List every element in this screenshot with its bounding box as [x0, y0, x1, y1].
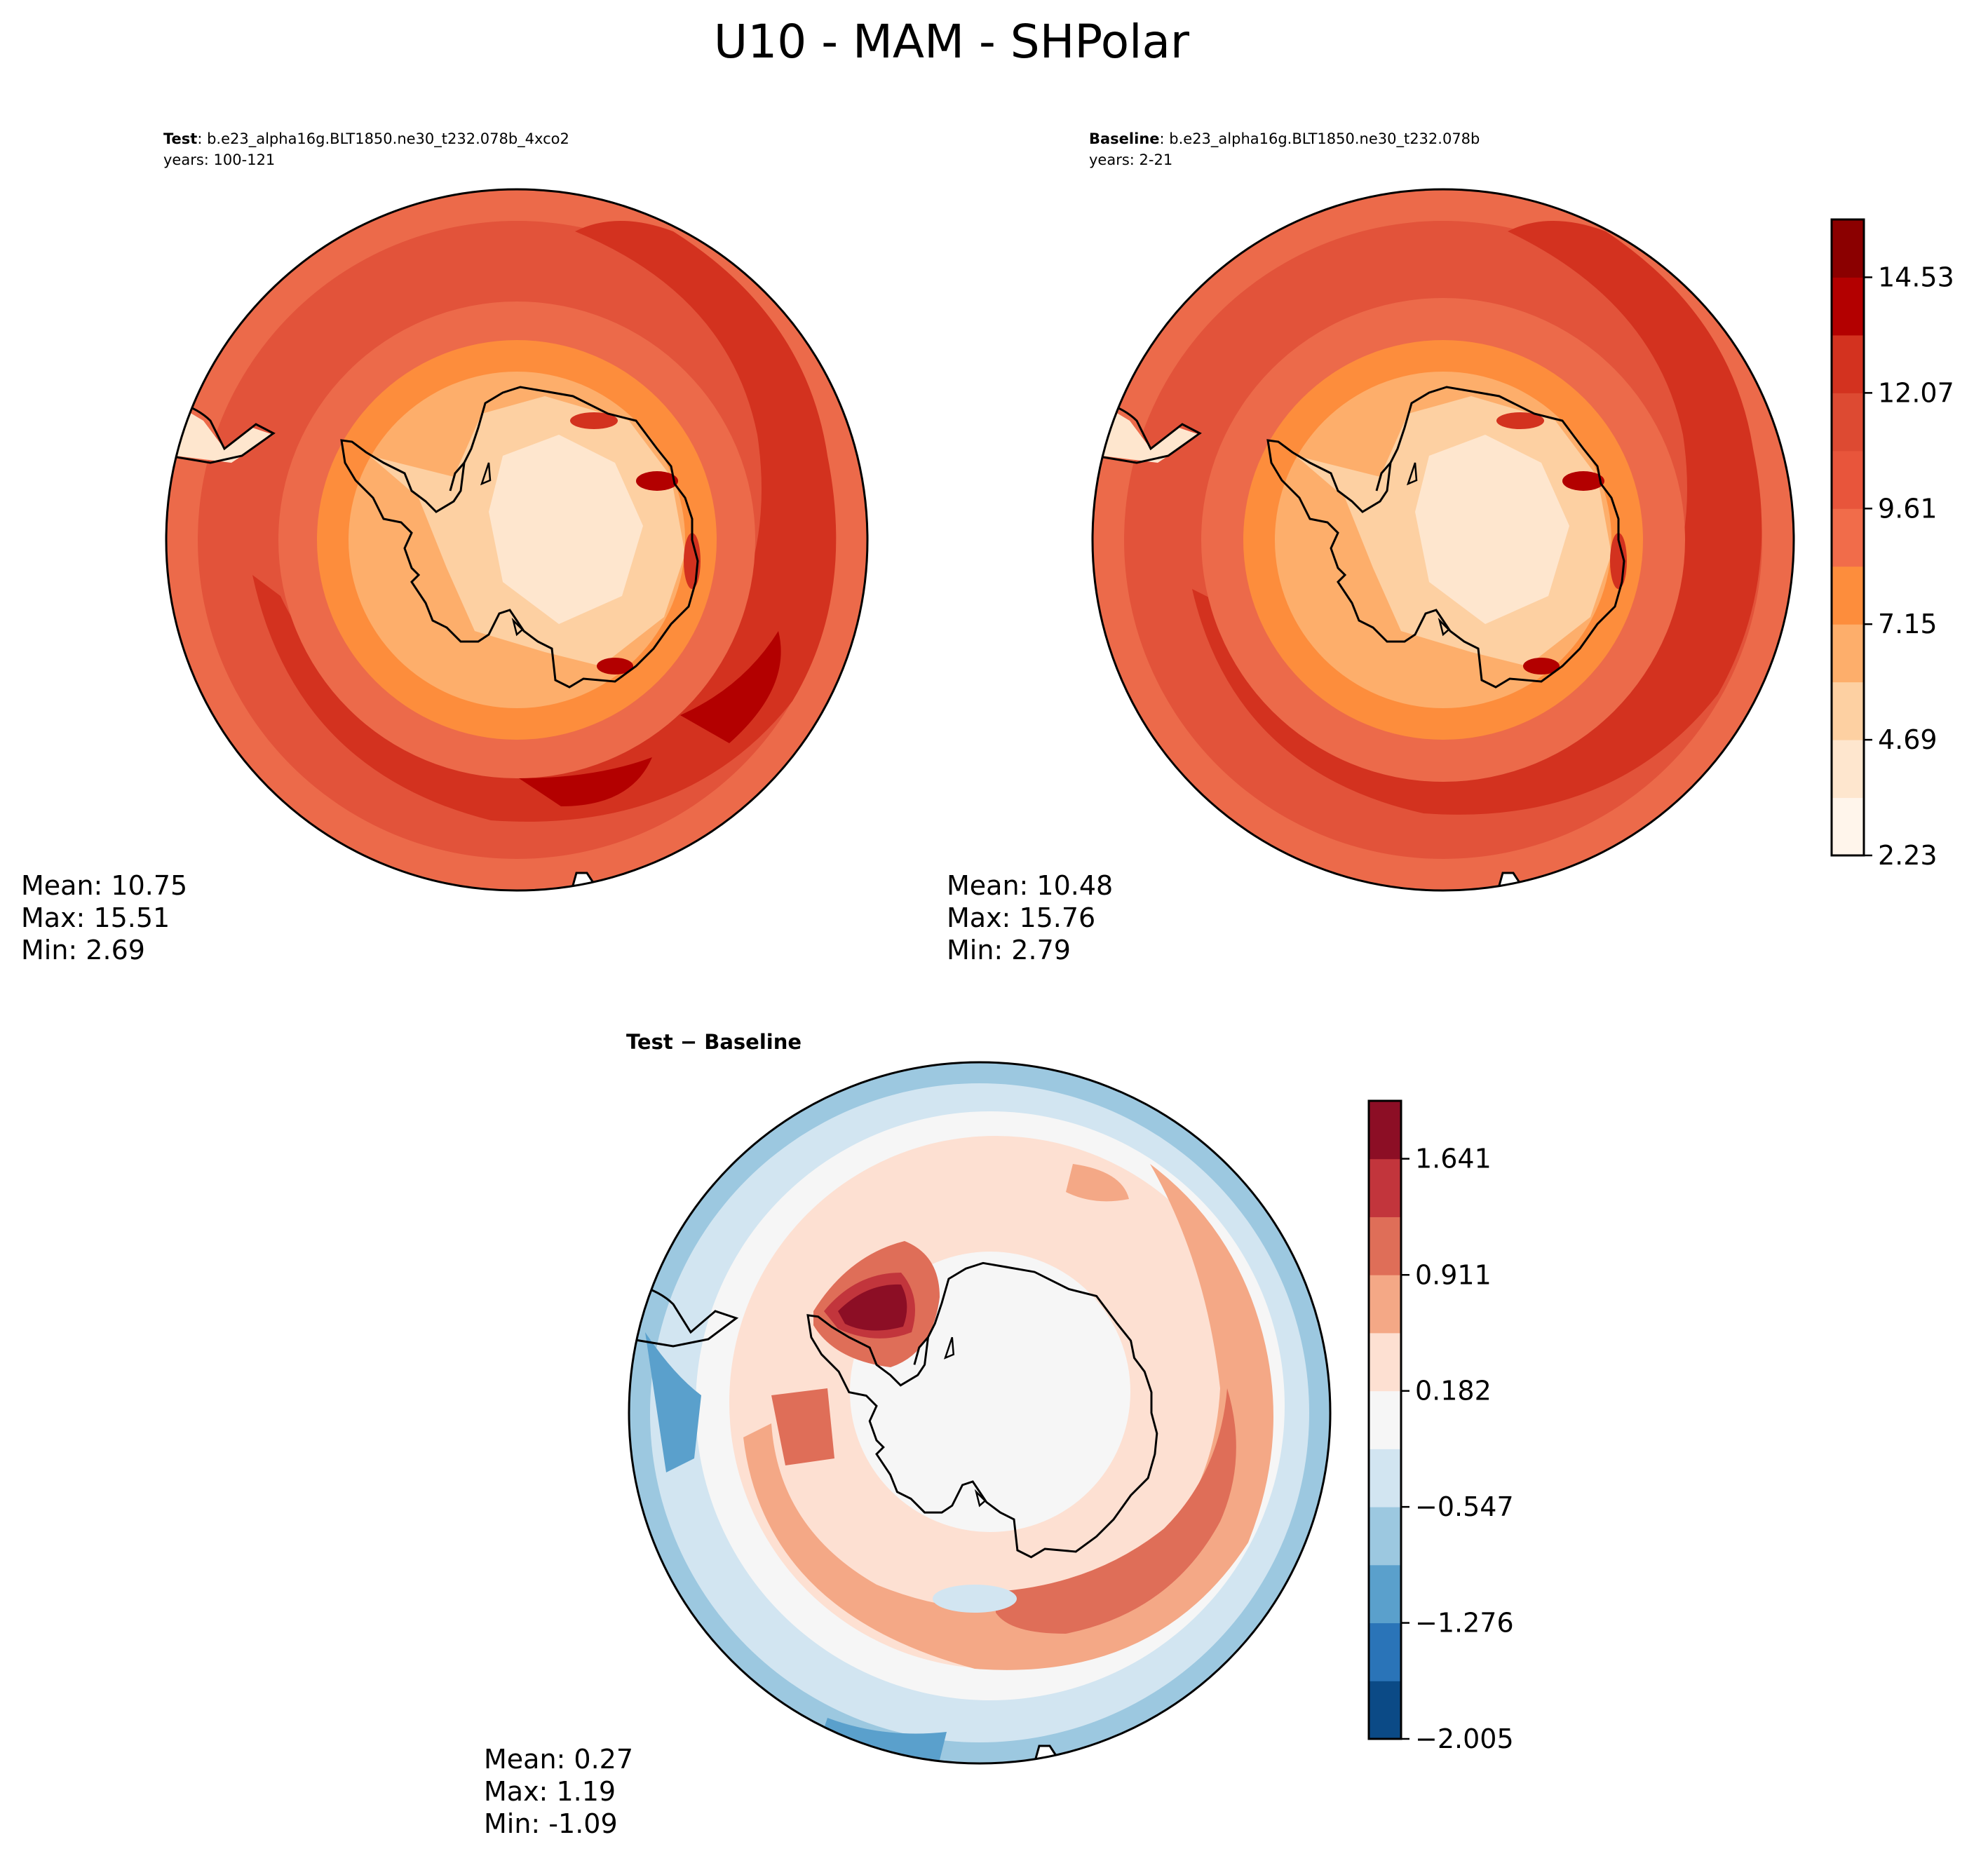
colorbar-difference-tick-label-1: −1.276: [1415, 1608, 1514, 1639]
colorbar-difference-tick-label-5: 1.641: [1415, 1144, 1492, 1174]
panel-test-map: [166, 189, 867, 890]
panel-baseline-max: Max: 15.76: [947, 902, 1095, 933]
colorbar-difference: −2.005 −1.276 −0.547 0.182 0.911 1.641: [1367, 1099, 1514, 1754]
colorbar-difference-bin-5: [1369, 1390, 1401, 1449]
panel-difference-title: Test − Baseline: [626, 1030, 802, 1054]
colorbar-difference-tick-label-2: −0.547: [1415, 1491, 1514, 1522]
colorbar-difference-bin-0: [1369, 1681, 1401, 1740]
panel-difference-boundary: [628, 1061, 1332, 1765]
colorbar-absolute-bin-7: [1832, 393, 1864, 452]
colorbar-absolute-bin-10: [1832, 219, 1864, 278]
panel-test-case: : b.e23_alpha16g.BLT1850.ne30_t232.078b_…: [197, 130, 569, 148]
panel-baseline-mean: Mean: 10.48: [947, 870, 1113, 901]
colorbar-difference-frame: [1367, 1099, 1402, 1740]
panel-baseline-boundary: [1091, 188, 1795, 892]
panel-baseline-katabatic-1: [1562, 471, 1604, 491]
colorbar-absolute-bin-8: [1832, 334, 1864, 393]
colorbar-absolute-bin-3: [1832, 624, 1864, 683]
panel-test-max: Max: 15.51: [21, 902, 170, 933]
panel-difference-max: Max: 1.19: [484, 1776, 616, 1807]
colorbar-difference-bin-1: [1369, 1622, 1401, 1681]
colorbar-difference-bin-4: [1369, 1449, 1401, 1507]
colorbar-absolute-bin-0: [1832, 797, 1864, 856]
panel-difference-patch-2: [1066, 1164, 1129, 1202]
panel-difference-min: Min: -1.09: [484, 1808, 618, 1839]
panel-difference-hotspot-core: [838, 1284, 907, 1331]
colorbar-absolute-tick-label-0: 2.23: [1878, 840, 1938, 871]
panel-difference-mean: Mean: 0.27: [484, 1744, 633, 1775]
colorbar-difference-bin-7: [1369, 1275, 1401, 1334]
colorbar-absolute-bin-2: [1832, 682, 1864, 740]
panel-test-band-max2: [680, 631, 781, 743]
panel-baseline-years: years: 2-21: [1089, 151, 1172, 168]
panel-test-band-max: [519, 757, 652, 806]
panel-test-label: Test: [163, 130, 197, 147]
colorbar-absolute-frame: [1830, 218, 1865, 857]
panel-difference-map: [629, 1062, 1330, 1763]
panel-test-min: Min: 2.69: [21, 935, 145, 966]
panel-test-years: years: 100-121: [163, 151, 275, 168]
panel-test-mean: Mean: 10.75: [21, 870, 187, 901]
panel-baseline-map: [1093, 189, 1794, 890]
colorbar-absolute: 2.23 4.69 7.15 9.61 12.07 14.53: [1830, 218, 1954, 871]
panel-difference-cool-patch-3: [933, 1585, 1017, 1613]
panel-baseline-dome: [1415, 435, 1569, 624]
panel-test-boundary: [165, 188, 869, 892]
panel-test-katabatic-2: [597, 658, 633, 675]
panel-baseline-katabatic-3: [1496, 412, 1544, 429]
colorbar-absolute-bin-1: [1832, 740, 1864, 799]
colorbar-absolute-tick-label-4: 12.07: [1878, 377, 1954, 408]
panel-baseline-header: Baseline: b.e23_alpha16g.BLT1850.ne30_t2…: [1089, 130, 1480, 148]
colorbar-difference-bin-2: [1369, 1564, 1401, 1624]
colorbar-absolute-tick-label-2: 7.15: [1878, 609, 1938, 639]
panel-baseline-case: : b.e23_alpha16g.BLT1850.ne30_t232.078b: [1160, 130, 1480, 148]
colorbar-difference-bin-9: [1369, 1158, 1401, 1217]
panel-test-dome: [489, 435, 643, 624]
colorbar-difference-bin-3: [1369, 1507, 1401, 1566]
panel-difference: Test − Baseline Mean: 0.27 Max: 1.19 Min…: [484, 1030, 1514, 1839]
panel-baseline-min: Min: 2.79: [947, 935, 1071, 966]
colorbar-difference-tick-label-4: 0.911: [1415, 1259, 1492, 1290]
panel-test-katabatic-1: [636, 471, 678, 491]
figure-title: U10 - MAM - SHPolar: [714, 15, 1190, 69]
panel-baseline-label: Baseline: [1089, 130, 1160, 147]
panel-test: Test: b.e23_alpha16g.BLT1850.ne30_t232.0…: [21, 130, 869, 966]
colorbar-absolute-bin-9: [1832, 277, 1864, 336]
panel-test-header: Test: b.e23_alpha16g.BLT1850.ne30_t232.0…: [163, 130, 569, 148]
panel-baseline-south-america-winds: [1095, 400, 1200, 463]
colorbar-difference-bin-10: [1369, 1101, 1401, 1160]
panel-baseline-katabatic-2: [1523, 658, 1560, 675]
colorbar-difference-tick-label-0: −2.005: [1415, 1723, 1514, 1754]
colorbar-absolute-bin-4: [1832, 566, 1864, 625]
colorbar-absolute-tick-label-5: 14.53: [1878, 262, 1954, 292]
colorbar-absolute-tick-label-3: 9.61: [1878, 493, 1938, 524]
panel-test-katabatic-3: [570, 412, 618, 429]
panel-baseline: Baseline: b.e23_alpha16g.BLT1850.ne30_t2…: [947, 130, 1954, 966]
panel-difference-cool-patch-1: [645, 1332, 701, 1472]
panel-difference-band-5: [996, 1388, 1236, 1634]
colorbar-difference-bin-8: [1369, 1217, 1401, 1275]
colorbar-absolute-bin-6: [1832, 450, 1864, 509]
colorbar-difference-bin-6: [1369, 1332, 1401, 1392]
colorbar-difference-tick-label-3: 0.182: [1415, 1376, 1492, 1407]
panel-difference-patch-1: [771, 1388, 834, 1465]
colorbar-absolute-tick-label-1: 4.69: [1878, 724, 1938, 755]
panel-test-south-america-winds: [168, 400, 273, 463]
colorbar-absolute-bin-5: [1832, 508, 1864, 567]
